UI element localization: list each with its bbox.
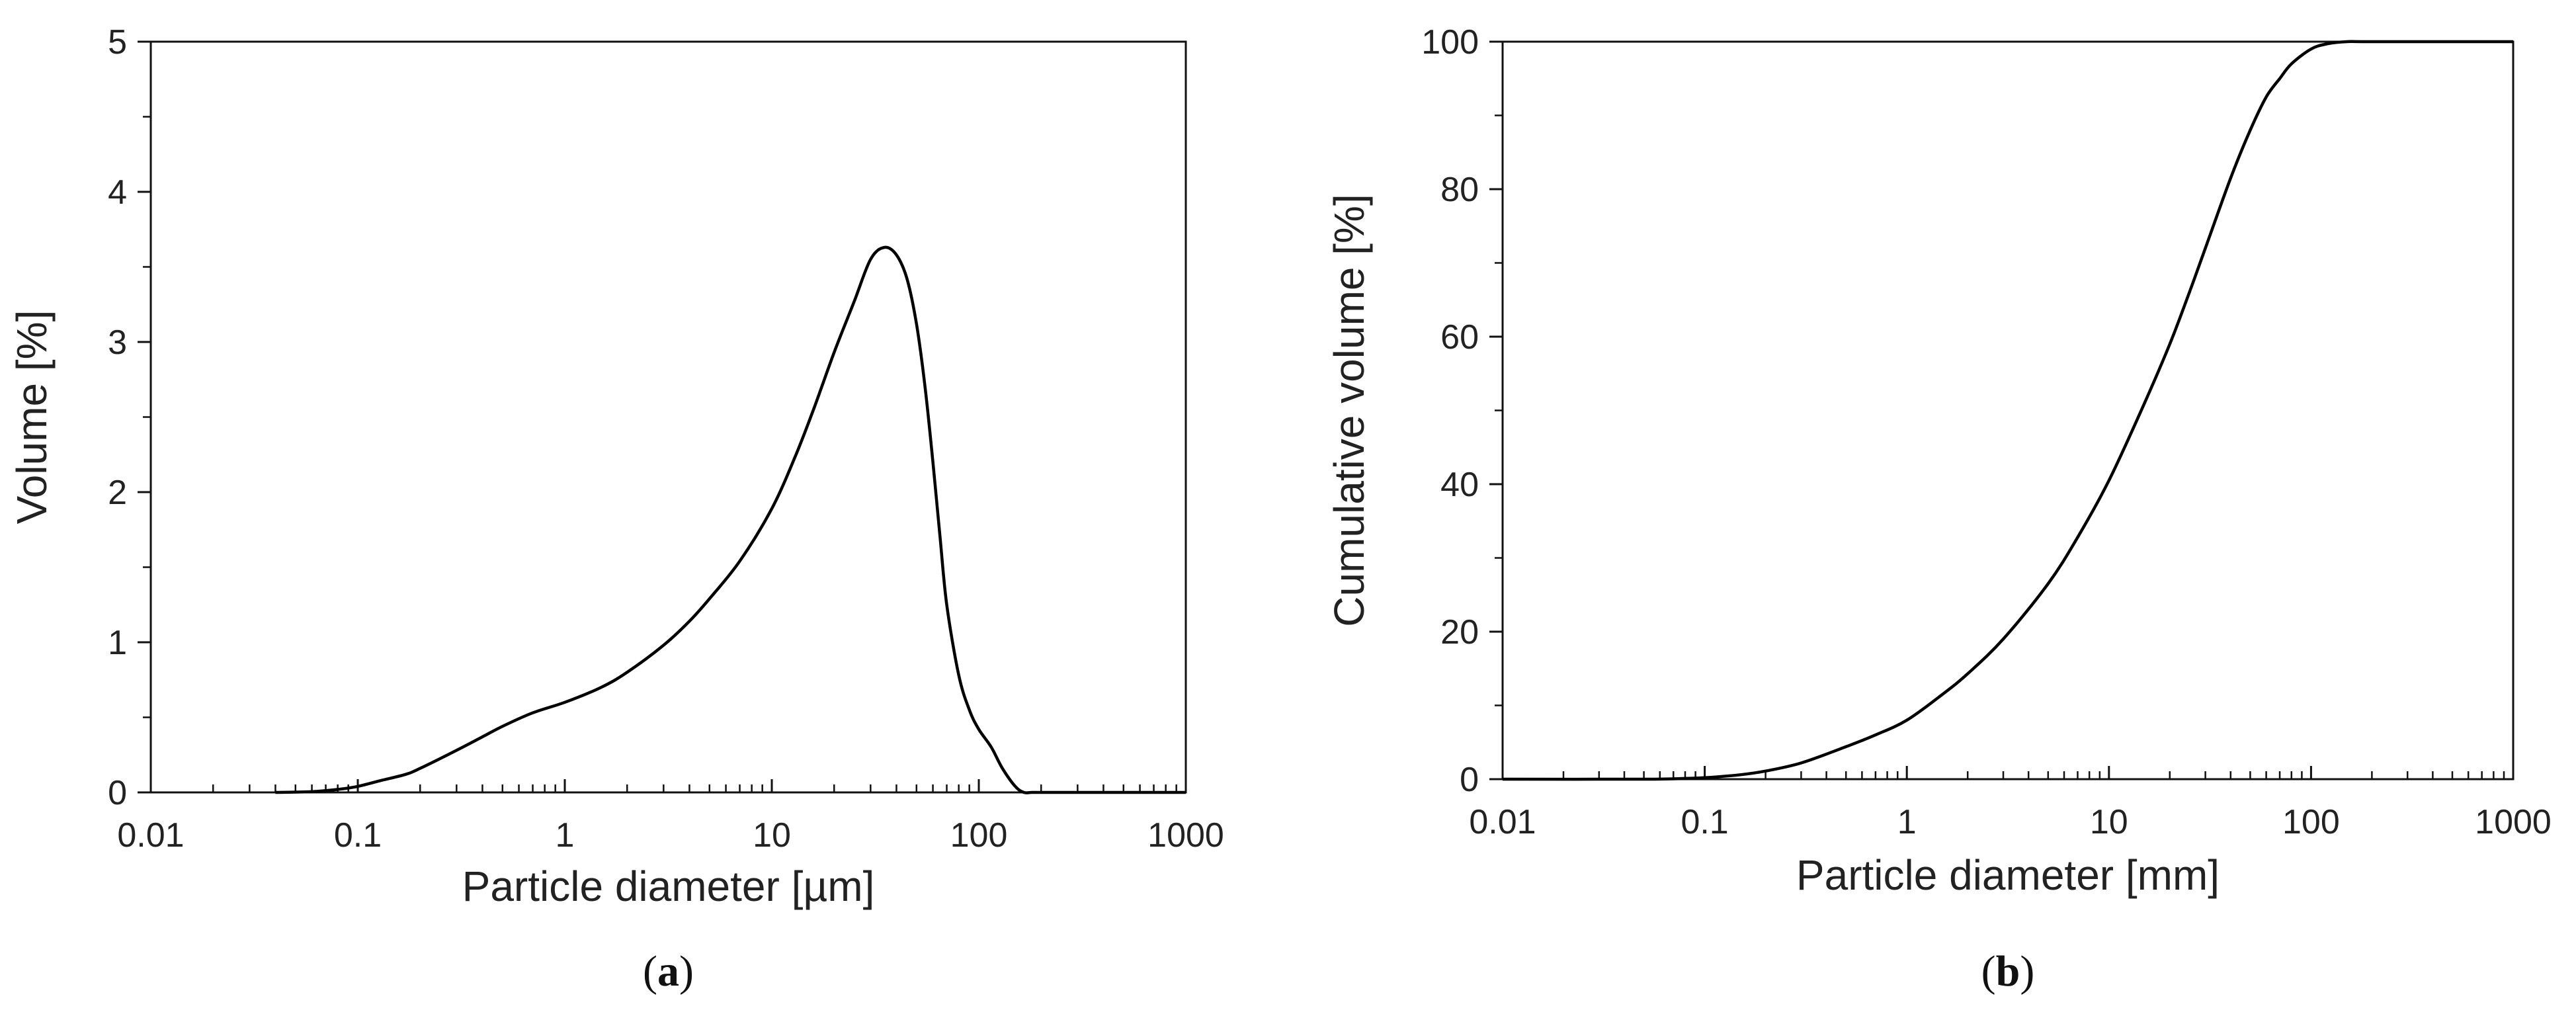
x-tick-label: 0.1 xyxy=(334,816,382,855)
chart-b: 0.01 0.1 1 10 100 1000 0 20 40 60 80 100 Particle di… xyxy=(1325,23,2552,995)
x-tick-label: 0.01 xyxy=(117,816,184,855)
chart-a: 0.01 0.1 1 10 100 1000 0 1 2 3 4 5 Particle diameter… xyxy=(8,23,1224,995)
y-axis-label: Cumulative volume [%] xyxy=(1325,194,1373,626)
y-tick-label: 4 xyxy=(108,173,127,212)
y-tick-label: 80 xyxy=(1440,171,1479,209)
x-axis-label: Particle diameter [mm] xyxy=(1796,851,2220,899)
series-line xyxy=(1502,40,2513,781)
panel-label: (a) xyxy=(643,947,694,995)
x-tick-label: 10 xyxy=(753,816,791,855)
panel-label: (b) xyxy=(1981,947,2035,995)
x-tick-label: 0.1 xyxy=(1681,803,1728,841)
y-tick-label: 5 xyxy=(108,23,127,62)
series-line xyxy=(275,245,1186,794)
x-tick-label: 0.01 xyxy=(1469,803,1536,841)
x-axis-label: Particle diameter [µm] xyxy=(462,863,875,910)
plot-frame xyxy=(149,40,1187,794)
y-tick-label: 0 xyxy=(108,774,127,812)
plot-frame xyxy=(1501,40,2514,780)
x-tick-label: 1000 xyxy=(1147,816,1224,855)
y-tick-label: 60 xyxy=(1440,318,1479,357)
x-tick-label: 100 xyxy=(2282,803,2340,841)
y-axis-label: Volume [%] xyxy=(8,310,56,525)
x-tick-label: 1 xyxy=(1897,803,1917,841)
x-tick-label: 100 xyxy=(950,816,1008,855)
x-tick-label: 1000 xyxy=(2475,803,2552,841)
y-tick-label: 100 xyxy=(1421,23,1479,62)
x-tick-label: 1 xyxy=(556,816,575,855)
x-tick-label: 10 xyxy=(2090,803,2128,841)
y-tick-label: 40 xyxy=(1440,466,1479,504)
y-tick-label: 20 xyxy=(1440,613,1479,652)
y-tick-label: 1 xyxy=(108,624,127,662)
y-tick-label: 2 xyxy=(108,474,127,512)
y-tick-label: 0 xyxy=(1460,761,1479,799)
y-tick-label: 3 xyxy=(108,323,127,362)
